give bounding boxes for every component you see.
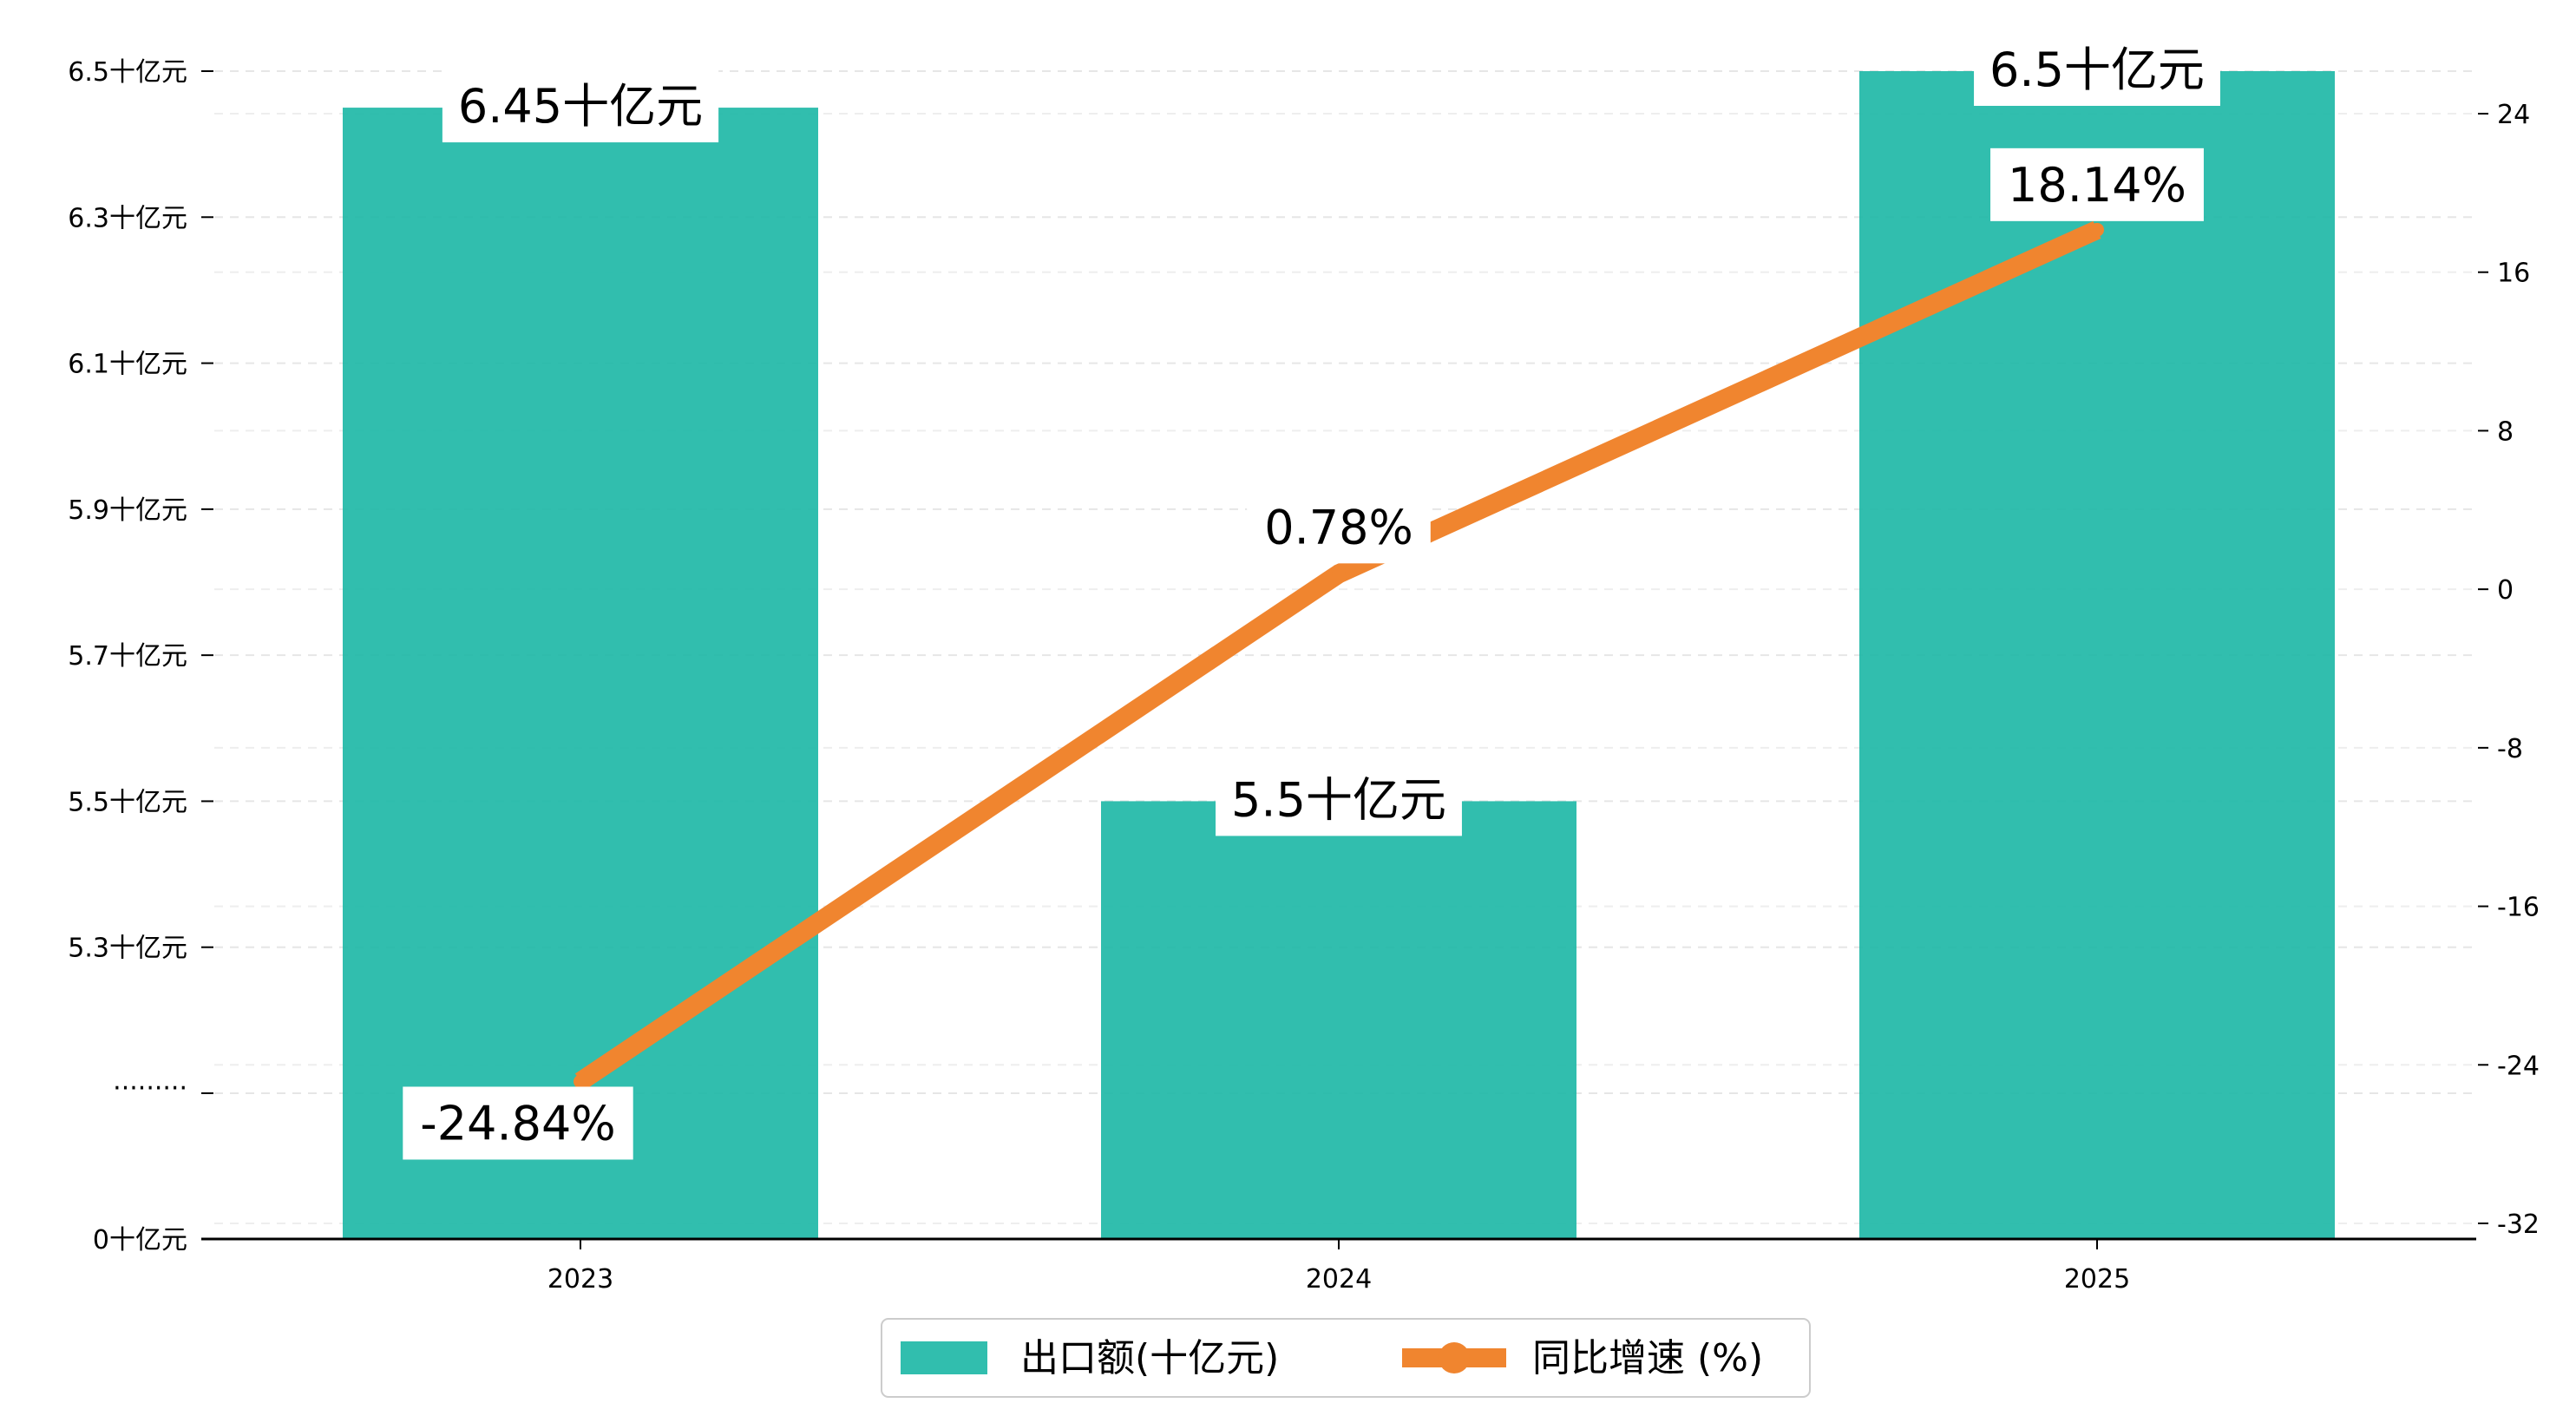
growth-value-label: -24.84% xyxy=(420,1096,615,1150)
bar-value-label-bg xyxy=(1974,33,2220,106)
growth-value-label: 0.78% xyxy=(1264,500,1413,554)
bar-value-label-group: 6.5十亿元 xyxy=(1974,33,2220,106)
growth-value-label-bg xyxy=(1247,490,1431,564)
right-tick-label: -8 xyxy=(2497,734,2523,764)
growth-value-label-group: -24.84% xyxy=(403,1086,633,1160)
growth-value-label-group: 18.14% xyxy=(1990,148,2204,221)
left-tick-label: 5.3十亿元 xyxy=(68,934,187,964)
legend-swatch-marker xyxy=(1439,1342,1470,1373)
bar-2025 xyxy=(1859,71,2335,1239)
left-tick-label: 6.5十亿元 xyxy=(68,57,187,88)
bar-value-label-group: 5.5十亿元 xyxy=(1216,763,1462,836)
growth-value-label-bg xyxy=(403,1086,633,1160)
left-tick-label: 6.1十亿元 xyxy=(68,350,187,380)
legend-label-bar: 出口额(十亿元) xyxy=(1020,1336,1279,1380)
right-tick-label: -24 xyxy=(2497,1051,2540,1081)
axis-layer: 0十亿元 5.3十亿元 5.5十亿元 5.7十亿元 5.9十亿元 6.1十亿元 6.3十亿元… xyxy=(68,57,2540,1295)
left-tick-label: 6.3十亿元 xyxy=(68,203,187,233)
left-tick-label: 5.7十亿元 xyxy=(68,641,187,672)
bar-value-label: 5.5十亿元 xyxy=(1231,772,1446,827)
growth-value-label-group: 0.78% xyxy=(1247,490,1431,564)
legend-label-line: 同比增速 (%) xyxy=(1532,1336,1763,1380)
label-layer: 6.45十亿元 5.5十亿元 6.5十亿元 -24.84% 0.78% 18.14% xyxy=(403,33,2220,1160)
line-layer xyxy=(574,220,2104,1090)
growth-point-2025 xyxy=(2090,222,2104,237)
right-tick-label: 24 xyxy=(2497,100,2530,130)
right-tick-label: -32 xyxy=(2497,1210,2540,1240)
left-tick-label: 5.5十亿元 xyxy=(68,787,187,817)
legend-swatch-bar xyxy=(901,1341,987,1374)
bar-value-label-bg xyxy=(1216,763,1462,836)
growth-value-label: 18.14% xyxy=(2008,158,2186,213)
bar-value-label-bg xyxy=(442,69,719,143)
right-tick-label: 0 xyxy=(2497,575,2514,606)
right-tick-label: 8 xyxy=(2497,416,2514,447)
x-tick-label: 2023 xyxy=(547,1264,613,1295)
right-tick-label: 16 xyxy=(2497,259,2530,289)
x-tick-label: 2025 xyxy=(2064,1264,2130,1295)
legend: 出口额(十亿元) 同比增速 (%) xyxy=(881,1318,1811,1398)
right-tick-label: -16 xyxy=(2497,893,2540,923)
bar-value-label: 6.5十亿元 xyxy=(1989,43,2205,97)
growth-point-2023 xyxy=(574,1074,587,1089)
bar-value-label-group: 6.45十亿元 xyxy=(442,69,719,143)
left-axis-break-label: ········· xyxy=(113,1073,187,1104)
left-tick-label: 0十亿元 xyxy=(93,1225,187,1255)
bar-layer xyxy=(343,71,2335,1240)
bar-2024 xyxy=(1101,801,1576,1239)
x-tick-label: 2024 xyxy=(1306,1264,1372,1295)
legend-frame xyxy=(881,1318,1811,1398)
bar-value-label: 6.45十亿元 xyxy=(458,79,703,134)
bar-2023 xyxy=(343,108,818,1240)
growth-value-label-bg xyxy=(1990,148,2204,221)
growth-point-2024 xyxy=(1332,567,1346,581)
left-tick-label: 5.9十亿元 xyxy=(68,495,187,526)
